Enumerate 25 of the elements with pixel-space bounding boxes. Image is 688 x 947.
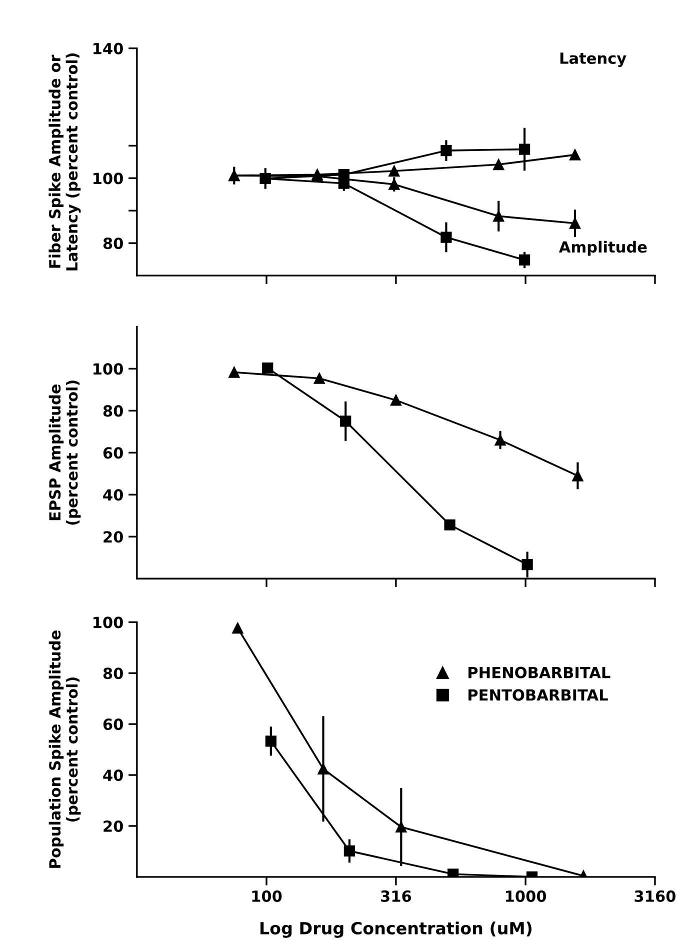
legend-label: PHENOBARBITAL <box>468 666 610 678</box>
y-tick-label: 20 <box>104 531 123 543</box>
y-tick-label: 60 <box>103 718 123 730</box>
legend-label: PENTOBARBITAL <box>468 689 608 701</box>
x-tick-label: 3160 <box>634 890 676 902</box>
annotation: Amplitude <box>558 240 647 256</box>
annotation: Latency <box>560 52 626 68</box>
x-axis-title: Log Drug Concentration (uM) <box>260 922 532 938</box>
y-tick-label: 80 <box>103 668 123 680</box>
y-tick-label: 100 <box>94 172 123 184</box>
y-tick-label: 20 <box>104 820 123 832</box>
y-tick-label: 40 <box>103 489 123 501</box>
y-axis-title: Fiber Spike Amplitude or Latency (percent control) <box>48 53 81 270</box>
y-tick-label: 80 <box>103 405 123 417</box>
y-axis-title: Population Spike Amplitude (percent control) <box>48 630 81 868</box>
y-tick-label: 80 <box>103 238 123 250</box>
y-tick-label: 60 <box>103 447 123 459</box>
x-tick-label: 316 <box>381 890 412 902</box>
y-tick-label: 40 <box>103 769 123 782</box>
y-tick-label: 140 <box>94 42 123 54</box>
y-axis-title: EPSP Amplitude (percent control) <box>48 380 81 525</box>
x-tick-label: 1000 <box>506 890 546 902</box>
y-tick-label: 100 <box>94 616 123 628</box>
y-tick-label: 100 <box>94 363 123 375</box>
x-tick-label: 100 <box>252 890 282 902</box>
